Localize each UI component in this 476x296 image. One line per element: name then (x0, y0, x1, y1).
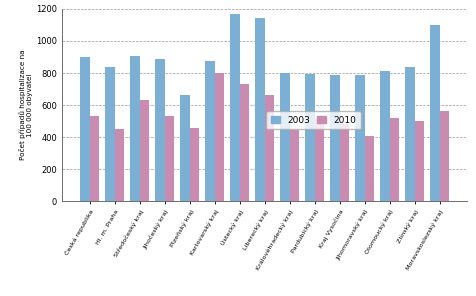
Bar (189, 128, 199, 201)
Bar (429, 25, 438, 201)
Bar (404, 67, 414, 201)
Bar (115, 129, 124, 201)
Bar (205, 61, 214, 201)
Bar (314, 119, 324, 201)
Bar (389, 118, 398, 201)
Legend: 2003, 2010: 2003, 2010 (266, 112, 360, 129)
Bar (305, 74, 314, 201)
Bar (180, 95, 189, 201)
Bar (90, 115, 99, 201)
Bar (339, 124, 348, 201)
Bar (230, 15, 239, 201)
Bar (438, 111, 448, 201)
Bar (414, 121, 423, 201)
Bar (155, 59, 165, 201)
Bar (130, 56, 139, 201)
Bar (105, 67, 115, 201)
Bar (264, 95, 274, 201)
Bar (279, 73, 289, 201)
Bar (289, 130, 298, 201)
Bar (139, 100, 149, 201)
Bar (355, 75, 364, 201)
Bar (239, 84, 249, 201)
Y-axis label: Počet případů hospitalizace na
100 000 obyvatel: Počet případů hospitalizace na 100 000 o… (20, 50, 33, 160)
Bar (214, 73, 224, 201)
Bar (329, 75, 339, 201)
Bar (255, 18, 264, 201)
Bar (80, 57, 90, 201)
Bar (364, 136, 373, 201)
Bar (165, 115, 174, 201)
Bar (379, 71, 389, 201)
